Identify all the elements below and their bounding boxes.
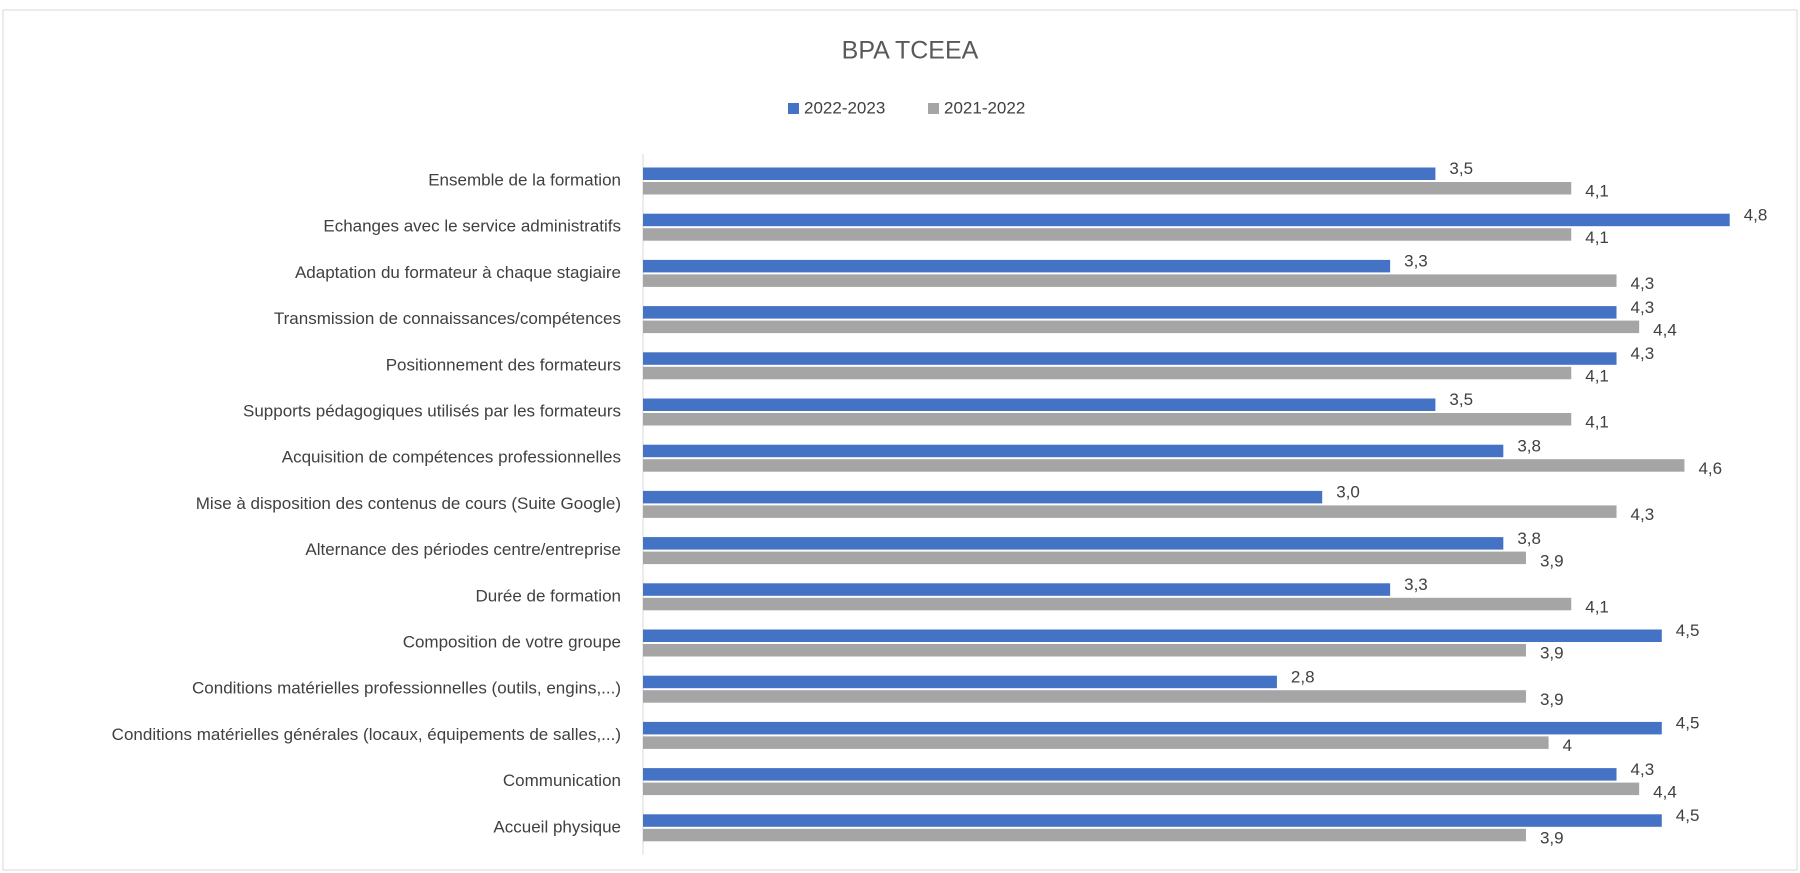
- data-label: 3,8: [1517, 436, 1541, 455]
- data-label: 4,1: [1585, 413, 1609, 432]
- chart-title: BPA TCEEA: [842, 37, 979, 65]
- bar: [643, 490, 1323, 504]
- bar: [643, 768, 1617, 781]
- data-label: 3,0: [1336, 483, 1360, 502]
- category-label: Conditions matérielles générales (locaux…: [112, 725, 621, 744]
- bar: [643, 444, 1504, 458]
- category-label: Mise à disposition des contenus de cours…: [196, 494, 621, 513]
- category-label: Echanges avec le service administratifs: [323, 217, 621, 236]
- bar: [643, 551, 1526, 565]
- data-label: 3,9: [1540, 690, 1564, 709]
- legend-swatch: [928, 103, 939, 114]
- category-label: Accueil physique: [493, 817, 621, 836]
- legend-label: 2021-2022: [944, 98, 1025, 117]
- category-label: Communication: [503, 771, 621, 790]
- data-label: 3,9: [1540, 829, 1564, 848]
- category-label: Positionnement des formateurs: [386, 355, 621, 374]
- data-label: 4,4: [1653, 320, 1677, 339]
- bar: [643, 352, 1617, 365]
- data-label: 4,1: [1585, 182, 1609, 201]
- data-label: 4,6: [1698, 459, 1722, 478]
- data-label: 3,3: [1404, 252, 1428, 271]
- bar: [643, 782, 1640, 796]
- bar: [643, 814, 1662, 827]
- data-label: 4: [1563, 736, 1572, 755]
- data-label: 4,1: [1585, 228, 1609, 247]
- data-label: 3,8: [1517, 529, 1541, 548]
- category-label: Acquisition de compétences professionnel…: [282, 448, 621, 467]
- data-label: 3,9: [1540, 644, 1564, 663]
- category-label: Durée de formation: [475, 586, 621, 605]
- bar: [643, 366, 1572, 380]
- bar: [643, 644, 1526, 657]
- category-label: Ensemble de la formation: [428, 170, 621, 189]
- bar: [643, 736, 1549, 749]
- data-label: 4,1: [1585, 367, 1609, 386]
- data-label: 4,3: [1631, 298, 1655, 317]
- bar: [643, 721, 1662, 735]
- bar: [643, 675, 1277, 689]
- bar: [643, 583, 1391, 596]
- data-label: 3,9: [1540, 551, 1564, 570]
- data-label: 4,4: [1653, 782, 1677, 801]
- data-label: 4,3: [1631, 274, 1655, 293]
- bar: [643, 690, 1526, 703]
- data-label: 4,1: [1585, 598, 1609, 617]
- data-label: 4,3: [1631, 344, 1655, 363]
- bar: [643, 320, 1640, 334]
- data-label: 2,8: [1291, 667, 1315, 686]
- bar: [643, 398, 1436, 411]
- bar: [643, 167, 1436, 180]
- bar: [643, 537, 1504, 550]
- bar: [643, 182, 1572, 195]
- category-label: Adaptation du formateur à chaque stagiai…: [295, 263, 621, 282]
- category-label: Supports pédagogiques utilisés par les f…: [243, 401, 621, 420]
- bar: [643, 274, 1617, 287]
- data-label: 4,5: [1676, 714, 1700, 733]
- data-label: 4,5: [1676, 806, 1700, 825]
- bar: [643, 505, 1617, 518]
- category-label: Composition de votre groupe: [403, 632, 621, 651]
- bar: [643, 213, 1730, 227]
- legend-swatch: [788, 103, 799, 114]
- bar: [643, 629, 1662, 642]
- bar: [643, 597, 1572, 611]
- legend-label: 2022-2023: [804, 98, 885, 117]
- category-label: Transmission de connaissances/compétence…: [274, 309, 621, 328]
- data-label: 3,3: [1404, 575, 1428, 594]
- data-label: 3,5: [1449, 390, 1473, 409]
- data-label: 4,8: [1744, 205, 1768, 224]
- data-label: 4,5: [1676, 621, 1700, 640]
- bar: [643, 413, 1572, 426]
- category-label: Alternance des périodes centre/entrepris…: [305, 540, 621, 559]
- data-label: 3,5: [1449, 159, 1473, 178]
- category-label: Conditions matérielles professionnelles …: [192, 679, 621, 698]
- bar: [643, 306, 1617, 319]
- bar: [643, 228, 1572, 241]
- data-label: 4,3: [1631, 760, 1655, 779]
- bar: [643, 259, 1391, 273]
- data-label: 4,3: [1631, 505, 1655, 524]
- bar: [643, 459, 1685, 472]
- bar: [643, 828, 1526, 842]
